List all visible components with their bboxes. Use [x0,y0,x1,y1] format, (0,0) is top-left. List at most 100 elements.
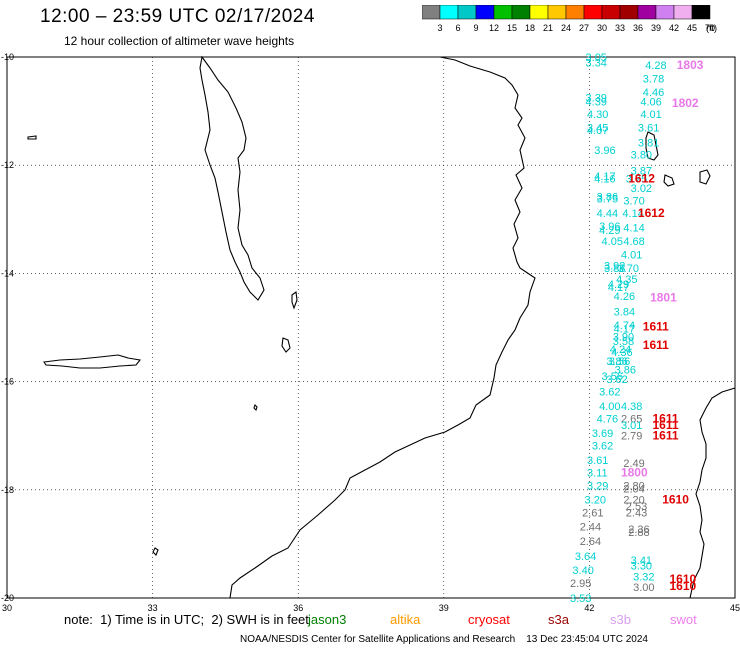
colorbar-tick-label: 15 [506,23,518,33]
wave-height-label: 2.43 [626,508,647,520]
wave-height-label: 3.32 [633,571,654,583]
wave-height-label: 3.58 [613,336,634,348]
colorbar [422,5,711,20]
mission-label-swot: swot [670,612,697,627]
map-frame [6,56,736,599]
wave-height-label: 2.80 [623,480,644,492]
wave-height-label: 3.34 [586,57,607,69]
wave-height-label: 3.86 [615,365,636,377]
wave-height-label: 4.76 [597,413,618,425]
graticule [7,57,735,598]
wave-height-label: 3.86 [597,192,618,204]
colorbar-tick-label: 36 [632,23,644,33]
wave-height-label: 4.30 [587,109,608,121]
latitude-tick-label: -12 [1,160,14,170]
wave-height-label: 4.24 [610,344,631,356]
mayotte-island [663,174,675,187]
wave-height-label: 4.17 [614,324,635,336]
pass-time-label: 1610 [669,572,696,586]
longitude-tick-label: 45 [730,603,740,613]
pass-time-label: 1611 [652,429,678,443]
wave-height-label: 3.29 [587,480,608,492]
wave-height-label: 3.96 [594,145,615,157]
pass-time-label: 1800 [621,465,648,479]
pass-time-label: 1801 [650,291,677,305]
colorbar-tick-label: 18 [524,23,536,33]
wave-height-label: 3.56 [602,371,623,383]
mission-label-s3a: s3a [548,612,569,627]
colorbar-swatch [691,5,711,20]
wave-height-label: 4.74 [614,320,635,332]
wave-height-label: 3.01 [621,420,642,432]
wave-height-label: 2.44 [580,522,601,534]
colorbar-tick-label: 9 [473,23,479,33]
wave-height-label: 4.14 [623,222,644,234]
wave-height-label: 3.69 [592,428,613,440]
wave-height-label: 3.75 [597,194,618,206]
wave-height-label: 4.44 [597,208,618,220]
lake-malawi [199,55,265,301]
wave-height-label: 2.36 [628,524,649,536]
wave-height-label: 3.64 [575,551,596,563]
wave-height-label: 3.75 [626,174,647,186]
coastline [27,55,736,599]
wave-height-label: 3.61 [638,122,659,134]
colorbar-tick-label: 21 [542,23,554,33]
wave-height-label: 3.30 [631,561,652,573]
comoros-island [645,131,659,161]
pass-time-label: 1802 [672,96,699,110]
wave-height-label: 3.81 [638,137,659,149]
wave-height-label: 3.61 [587,455,608,467]
pass-time-label: 1612 [628,172,655,186]
wave-height-label: 4.01 [621,249,642,261]
colorbar-tick-label: 45 [686,23,698,33]
wave-height-label: 4.17 [608,282,629,294]
wave-height-label: 2.53 [626,501,647,513]
wave-height-label: 2.64 [580,536,601,548]
wave-height-label: 3.00 [633,582,654,594]
small-island-3 [152,547,159,556]
wave-height-label: 3.80 [631,149,652,161]
wave-height-label: 2.49 [623,458,644,470]
latitude-tick-label: -20 [1,593,14,603]
wave-height-label: 3.62 [592,440,613,452]
pass-time-labels: 1803180216121612180116111611161116111611… [621,58,704,593]
longitude-tick-label: 36 [293,603,303,613]
wave-height-label: 4.38 [621,401,642,413]
wave-height-label: 2.95 [570,578,591,590]
page-title: 12:00 – 23:59 UTC 02/17/2024 [40,6,315,27]
pass-time-label: 1611 [643,338,669,352]
colorbar-tick-label: 30 [596,23,608,33]
colorbar-tick-label: 6 [455,23,461,33]
wave-height-label: 3.88 [604,263,625,275]
wave-height-label: 4.46 [643,87,664,99]
pass-time-label: 1611 [652,411,678,425]
wave-height-label: 3.62 [606,374,627,386]
wave-height-label: 4.39 [586,96,607,108]
wave-height-label: 3.62 [599,386,620,398]
wave-height-label: 4.14 [622,208,643,220]
colorbar-tick-label: 12 [488,23,500,33]
wave-height-label: 2.88 [628,527,649,539]
page-subtitle: 12 hour collection of altimeter wave hei… [64,34,295,48]
wave-height-observations: 3.053.34 4.28 3.784.46 3.394.39 4.06 4.30 4.01… [570,52,667,605]
axis-ticks: 30 33 36 39 42 45 -10 -12 -14 -16 -18 -20 [1,52,740,613]
colorbar-tick-label: 33 [614,23,626,33]
colorbar-tick-label: 70 [704,23,716,33]
wave-height-label: 3.41 [631,555,652,567]
wave-height-label: 4.68 [623,236,644,248]
mission-label-jason3: jason3 [308,612,347,627]
units-note: note: 1) Time is in UTC; 2) SWH is in fe… [64,612,309,627]
latitude-tick-label: -14 [1,268,14,278]
longitude-tick-label: 33 [148,603,158,613]
colorbar-tick-label: 42 [668,23,680,33]
wave-height-label: 4.28 [645,60,666,72]
longitude-tick-label: 30 [2,603,12,613]
small-island-1 [291,290,298,310]
latitude-tick-label: -16 [1,377,14,387]
colorbar-tick-label: 27 [578,23,590,33]
wave-height-label: 3.70 [618,263,639,275]
footer-credit: NOAA/NESDIS Center for Satellite Applica… [240,634,648,645]
wave-height-label: 3.02 [631,183,652,195]
wave-height-label: 3.78 [643,74,664,86]
